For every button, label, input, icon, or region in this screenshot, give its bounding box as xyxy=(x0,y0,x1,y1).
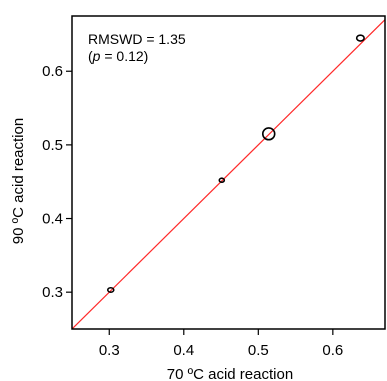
annotation-p-rest: = 0.12) xyxy=(100,48,148,64)
x-tick-label-2: 0.4 xyxy=(173,342,194,359)
y-tick-label-3: 0.5 xyxy=(42,137,63,154)
y-tick-label-2: 0.4 xyxy=(42,211,63,228)
y-tick-label-1: 0.3 xyxy=(42,284,63,301)
y-tick-label-4: 0.6 xyxy=(42,63,63,80)
data-point-3 xyxy=(261,127,276,141)
x-axis-title: 70 ºC acid reaction xyxy=(167,366,293,381)
data-point-4 xyxy=(355,34,365,42)
plot-frame xyxy=(71,15,386,330)
data-point-1 xyxy=(106,286,115,293)
x-tick-label-4: 0.6 xyxy=(322,342,343,359)
annotation-p-value: (p = 0.12) xyxy=(88,48,148,64)
annotation-p-open: ( xyxy=(88,48,93,64)
data-point-2 xyxy=(218,177,226,184)
y-axis-title: 90 ºC acid reaction xyxy=(10,118,27,244)
annotation-rmswd: RMSWD = 1.35 xyxy=(88,31,186,47)
x-tick-label-1: 0.3 xyxy=(99,342,120,359)
annotation-p-symbol: p xyxy=(92,48,101,64)
x-tick-label-3: 0.5 xyxy=(248,342,269,359)
one-to-one-line xyxy=(72,19,385,329)
